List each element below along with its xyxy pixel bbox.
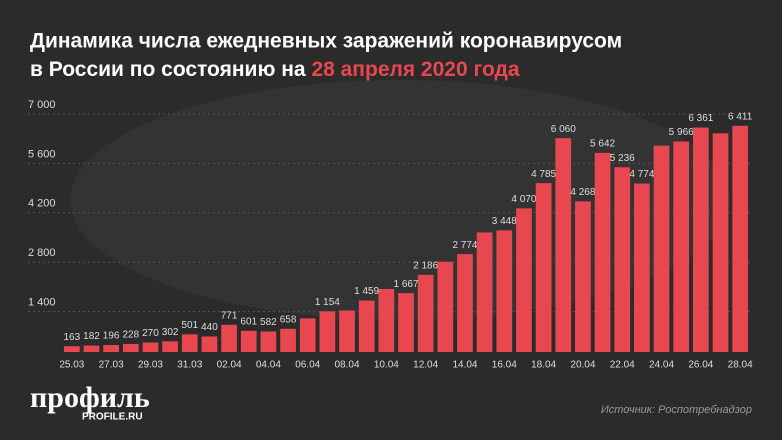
value-label: 4 785 (531, 169, 556, 180)
bar (339, 310, 355, 352)
bar (280, 328, 296, 352)
value-label: 4 070 (511, 194, 536, 205)
bar (319, 311, 336, 352)
x-tick-label: 06.04 (295, 360, 320, 371)
bar (692, 127, 709, 352)
value-label: 582 (260, 317, 277, 328)
value-label: 302 (162, 327, 179, 338)
bar (122, 343, 139, 352)
value-label: 601 (240, 316, 257, 327)
value-label: 658 (280, 314, 297, 325)
bar (634, 183, 650, 352)
y-tick-label: 2 800 (28, 247, 56, 259)
y-tick-label: 4 200 (28, 198, 56, 210)
bar (201, 336, 218, 352)
value-label: 4 774 (629, 169, 654, 180)
value-label: 5 236 (610, 153, 635, 164)
x-tick-label: 14.04 (452, 360, 477, 371)
value-label: 2 186 (413, 261, 438, 272)
bar (240, 330, 257, 352)
bar (417, 274, 434, 352)
x-tick-label: 22.04 (610, 360, 635, 371)
x-tick-label: 31.03 (177, 360, 202, 371)
bar (437, 261, 454, 352)
x-tick-label: 27.03 (99, 360, 124, 371)
bar (555, 138, 572, 352)
value-label: 440 (201, 322, 218, 333)
bar (103, 345, 120, 352)
bar (535, 183, 552, 352)
value-label: 1 459 (354, 286, 379, 297)
bar (63, 346, 80, 352)
value-label: 6 411 (728, 111, 753, 122)
bar (358, 300, 375, 352)
title-text: в России по состоянию на (30, 58, 306, 81)
bar (457, 254, 473, 352)
bar (83, 345, 100, 352)
chart-title: Динамика числа ежедневных заражений коро… (30, 30, 622, 53)
y-tick-label: 1 400 (28, 297, 56, 309)
bar (712, 133, 729, 352)
bar (653, 145, 670, 352)
bar (221, 324, 237, 352)
x-tick-label: 10.04 (374, 360, 399, 371)
value-label: 6 361 (688, 113, 713, 124)
bar (575, 201, 591, 352)
value-label: 182 (83, 331, 100, 342)
bar (398, 293, 414, 352)
x-tick-label: 26.04 (688, 360, 713, 371)
bar (299, 318, 316, 352)
value-label: 3 448 (492, 216, 517, 227)
bar (673, 141, 690, 352)
bar (378, 288, 395, 352)
x-tick-label: 25.03 (59, 360, 84, 371)
y-tick-label: 7 000 (28, 99, 56, 111)
value-label: 4 268 (570, 187, 595, 198)
source: Источник: Роспотребнадзор (601, 404, 752, 416)
value-label: 5 966 (669, 127, 694, 138)
value-label: 270 (142, 328, 159, 339)
logo: профиль (30, 381, 150, 414)
x-tick-label: 02.04 (217, 360, 242, 371)
bar (476, 232, 493, 352)
bar (594, 152, 611, 352)
x-tick-label: 28.04 (728, 360, 753, 371)
value-label: 771 (221, 310, 238, 321)
bar (181, 334, 198, 352)
x-tick-label: 04.04 (256, 360, 281, 371)
x-tick-label: 16.04 (492, 360, 517, 371)
bar (516, 208, 532, 352)
x-tick-label: 24.04 (649, 360, 674, 371)
x-tick-label: 20.04 (570, 360, 595, 371)
x-tick-label: 12.04 (413, 360, 438, 371)
bar (162, 341, 178, 352)
value-label: 6 060 (551, 124, 576, 135)
value-label: 163 (63, 332, 80, 343)
value-label: 2 774 (452, 240, 477, 251)
x-tick-label: 18.04 (531, 360, 556, 371)
x-tick-label: 29.03 (138, 360, 163, 371)
value-label: 228 (122, 330, 139, 341)
value-label: 1 154 (315, 297, 340, 308)
value-label: 196 (103, 331, 120, 342)
bar (260, 331, 277, 352)
y-tick-label: 5 600 (28, 148, 56, 160)
value-label: 1 667 (393, 279, 418, 290)
bar (614, 167, 631, 352)
value-label: 501 (181, 320, 198, 331)
x-tick-label: 08.04 (335, 360, 360, 371)
bar (496, 230, 513, 352)
value-label: 5 642 (590, 139, 615, 150)
bar (732, 125, 749, 352)
chart-title: в России по состоянию на 28 апреля 2020 … (30, 58, 520, 81)
bar (142, 342, 159, 352)
title-highlight: 28 апреля 2020 года (311, 58, 519, 81)
logo-site: PROFILE.RU (82, 412, 143, 423)
